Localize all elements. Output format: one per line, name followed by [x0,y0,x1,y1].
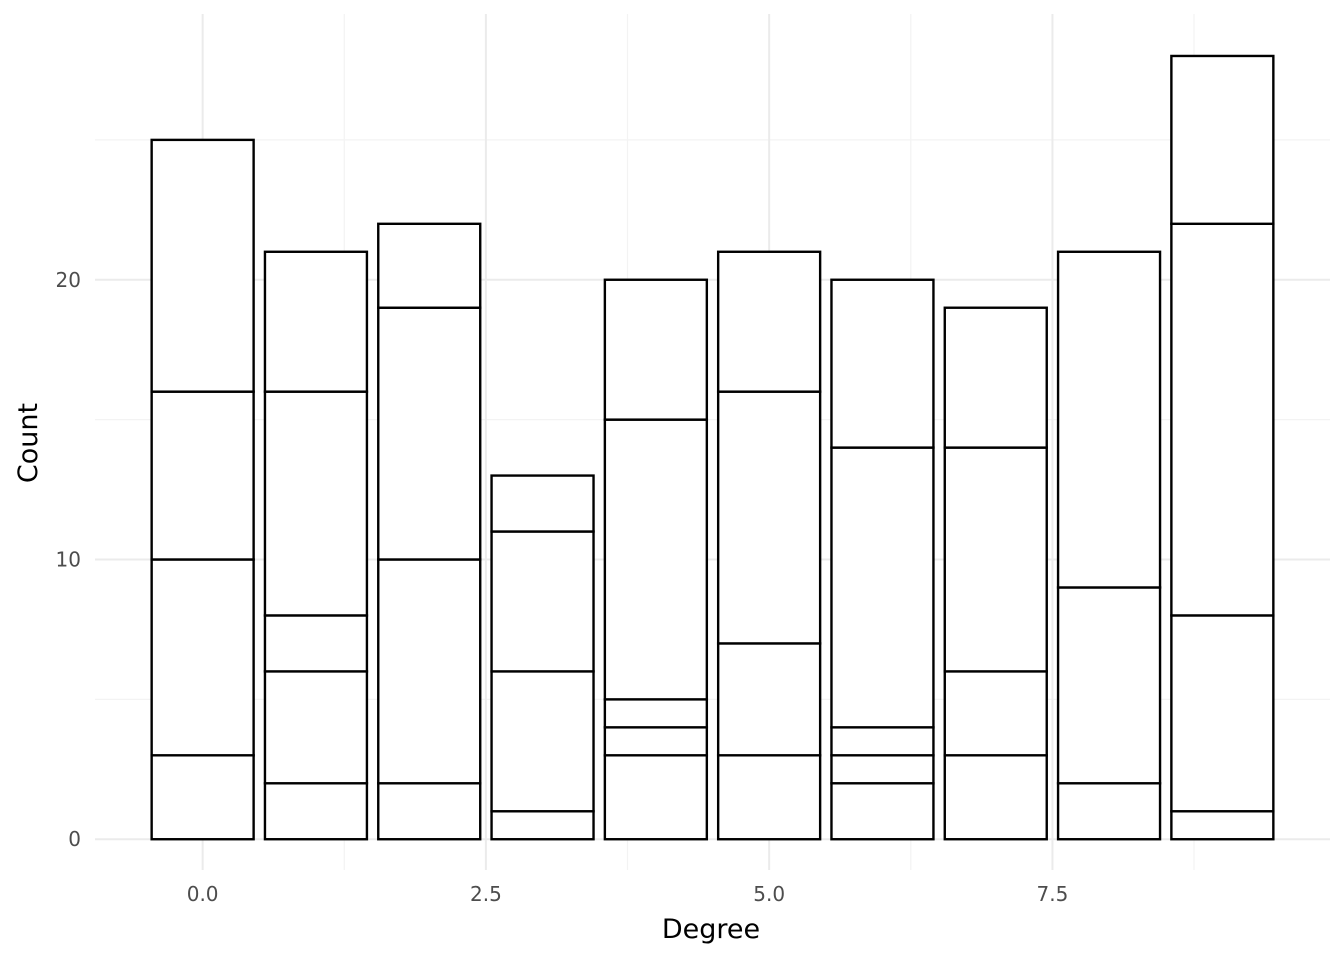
bar-segment [943,306,1048,449]
bar-segment [1170,54,1275,226]
x-tick-label: 2.5 [470,882,502,906]
bar-segment [377,558,482,785]
bar-stack [1170,54,1275,841]
x-tick-label: 7.5 [1037,882,1069,906]
bar-stack [490,474,595,841]
bar-segment [716,754,822,841]
bar-segment [150,754,255,841]
bar-segment [603,698,709,729]
y-tick-labels: 0 10 20 [56,268,81,851]
bar-segment [603,754,709,841]
bar-stack [603,278,709,841]
x-tick-label: 5.0 [753,882,785,906]
bar-segment [1056,250,1162,589]
bar-segment [943,446,1048,673]
bar-segment [377,782,482,841]
bar-segment [490,474,595,533]
bar-segment [377,222,482,309]
bar-stack [377,222,482,841]
bar-segment [150,558,255,757]
y-axis-title: Count [13,403,44,483]
bar-segment [603,278,709,421]
bar-segment [490,810,595,841]
bar-stack [943,306,1048,841]
x-tick-label: 0.0 [187,882,219,906]
bar-segment [943,670,1048,757]
bar-segment [830,278,935,449]
bar-segment [603,726,709,757]
bar-segment [716,642,822,757]
bar-segment [150,138,255,393]
bars [150,54,1275,841]
bar-segment [943,754,1048,841]
bar-segment [716,390,822,645]
bar-segment [263,250,369,393]
bar-segment [1170,810,1275,841]
bar-segment [830,782,935,841]
bar-segment [150,390,255,561]
bar-segment [830,726,935,757]
x-tick-labels: 0.0 2.5 5.0 7.5 [187,882,1069,906]
bar-stack [1056,250,1162,841]
bar-stack [150,138,255,841]
bar-segment [377,306,482,561]
bar-segment [490,530,595,673]
bar-segment [830,754,935,785]
y-tick-label: 10 [56,547,81,571]
bar-stack [263,250,369,841]
bar-segment [1056,586,1162,785]
y-tick-label: 0 [68,827,81,851]
bar-segment [716,250,822,393]
bar-segment [490,670,595,813]
bar-segment [1170,222,1275,617]
bar-segment [1170,614,1275,813]
bar-segment [830,446,935,729]
bar-segment [1056,782,1162,841]
bar-segment [603,418,709,701]
bar-segment [263,670,369,785]
bar-segment [263,782,369,841]
bar-stack [716,250,822,841]
bar-stack [830,278,935,841]
y-tick-label: 20 [56,268,81,292]
bar-segment [263,614,369,673]
x-axis-title: Degree [662,914,760,945]
bar-segment [263,390,369,617]
